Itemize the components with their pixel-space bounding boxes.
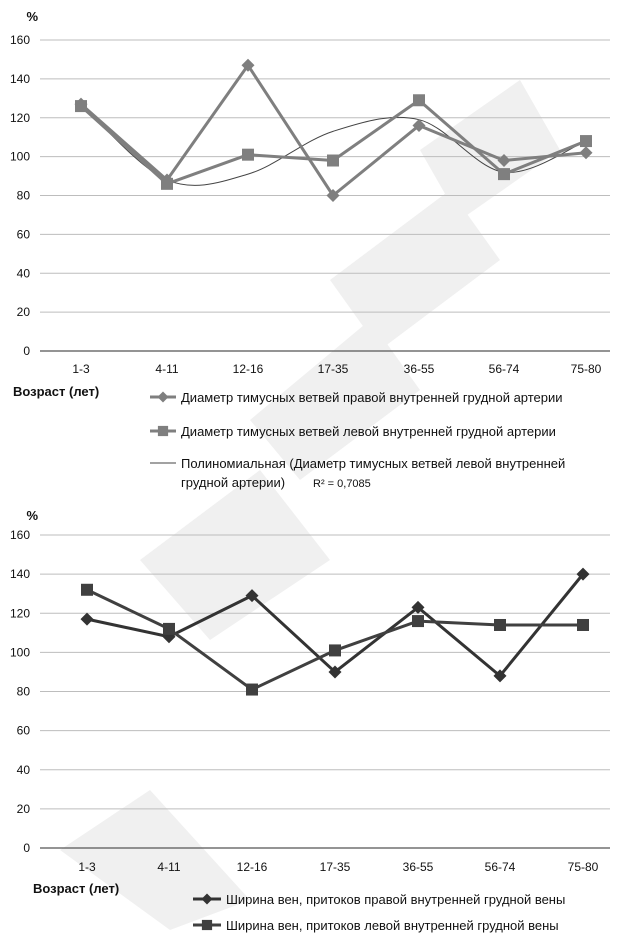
diamond-marker bbox=[245, 589, 259, 603]
diamond-marker bbox=[493, 669, 507, 683]
y-tick-label: 20 bbox=[17, 305, 31, 319]
y-tick-label: 0 bbox=[23, 841, 30, 855]
diamond-marker bbox=[80, 612, 94, 626]
r-squared-label: R² = 0,7085 bbox=[313, 478, 371, 490]
x-tick-label: 75-80 bbox=[571, 362, 602, 376]
legend-label: Диаметр тимусных ветвей левой внутренней… bbox=[181, 424, 556, 439]
y-tick-label: 120 bbox=[10, 606, 30, 620]
square-marker bbox=[494, 618, 506, 631]
legend-label: Диаметр тимусных ветвей правой внутренне… bbox=[181, 390, 563, 405]
y-tick-label: 80 bbox=[17, 685, 31, 699]
watermark-stripe bbox=[330, 190, 500, 350]
legend-label: Полиномиальная (Диаметр тимусных ветвей … bbox=[181, 456, 565, 471]
chart-arteries: 0 20 40 60 80 100 120 140 160% 1-3 4-11 12-16 17-35 3… bbox=[10, 9, 610, 490]
x-axis-label: Возраст (лет) bbox=[33, 881, 119, 896]
y-axis-label: % bbox=[26, 508, 38, 523]
diamond-marker bbox=[241, 58, 255, 72]
y-tick-label: 120 bbox=[10, 111, 30, 125]
x-tick-label: 36-55 bbox=[403, 860, 434, 874]
x-tick-label: 4-11 bbox=[155, 362, 178, 376]
square-marker bbox=[246, 683, 258, 696]
y-tick-label: 40 bbox=[17, 763, 31, 777]
square-marker bbox=[161, 177, 173, 190]
diamond-marker bbox=[201, 893, 213, 905]
y-tick-label: 40 bbox=[17, 266, 31, 280]
watermark-stripe bbox=[140, 470, 330, 640]
x-tick-label: 36-55 bbox=[404, 362, 435, 376]
diamond-marker bbox=[328, 665, 342, 679]
legend-label: грудной артерии) bbox=[181, 475, 285, 490]
x-tick-label: 56-74 bbox=[485, 860, 516, 874]
legend-label: Ширина вен, притоков левой внутренней гр… bbox=[226, 918, 559, 933]
y-tick-label: 160 bbox=[10, 33, 30, 47]
square-marker bbox=[163, 622, 175, 635]
square-marker bbox=[75, 100, 87, 113]
y-tick-label: 100 bbox=[10, 645, 30, 659]
x-tick-label: 4-11 bbox=[157, 860, 180, 874]
watermark-stripe bbox=[60, 790, 250, 930]
diamond-marker bbox=[326, 189, 340, 202]
x-axis-label: Возраст (лет) bbox=[13, 384, 99, 399]
square-marker bbox=[412, 615, 424, 628]
watermark-stripe bbox=[420, 80, 560, 220]
y-tick-label: 20 bbox=[17, 802, 31, 816]
y-tick-label: 100 bbox=[10, 150, 30, 164]
square-marker bbox=[201, 919, 213, 931]
square-marker bbox=[498, 168, 510, 181]
diamond-marker bbox=[576, 567, 590, 581]
x-tick-label: 17-35 bbox=[320, 860, 351, 874]
legend-label: Ширина вен, притоков правой внутренней г… bbox=[226, 892, 565, 907]
y-tick-label: 60 bbox=[17, 227, 31, 241]
y-axis-label: % bbox=[26, 9, 38, 24]
watermark-stripe bbox=[250, 320, 420, 480]
x-tick-label: 56-74 bbox=[489, 362, 520, 376]
x-tick-label: 1-3 bbox=[78, 860, 96, 874]
diamond-marker bbox=[411, 600, 425, 614]
watermark bbox=[60, 80, 560, 930]
square-marker bbox=[81, 583, 93, 596]
x-tick-label: 75-80 bbox=[568, 860, 599, 874]
x-tick-label: 1-3 bbox=[72, 362, 90, 376]
y-tick-label: 80 bbox=[17, 189, 31, 203]
square-marker bbox=[242, 148, 254, 161]
square-marker bbox=[577, 618, 589, 631]
diamond-marker bbox=[157, 391, 169, 403]
y-tick-label: 0 bbox=[23, 344, 30, 358]
y-tick-label: 140 bbox=[10, 567, 30, 581]
diamond-marker bbox=[497, 154, 511, 168]
square-marker bbox=[329, 644, 341, 657]
y-tick-label: 60 bbox=[17, 724, 31, 738]
square-marker bbox=[157, 425, 169, 437]
y-tick-label: 160 bbox=[10, 528, 30, 542]
x-tick-label: 12-16 bbox=[233, 362, 264, 376]
diamond-marker bbox=[579, 146, 593, 160]
square-marker bbox=[327, 154, 339, 167]
x-tick-label: 17-35 bbox=[318, 362, 349, 376]
y-tick-label: 140 bbox=[10, 72, 30, 86]
chart-veins: 0 20 40 60 80 100 120 140 160% 1-3 4-11 12-16 17-35 3… bbox=[10, 508, 610, 933]
square-marker bbox=[580, 135, 592, 148]
x-tick-label: 12-16 bbox=[237, 860, 268, 874]
square-marker bbox=[413, 94, 425, 107]
diamond-marker bbox=[412, 119, 426, 133]
